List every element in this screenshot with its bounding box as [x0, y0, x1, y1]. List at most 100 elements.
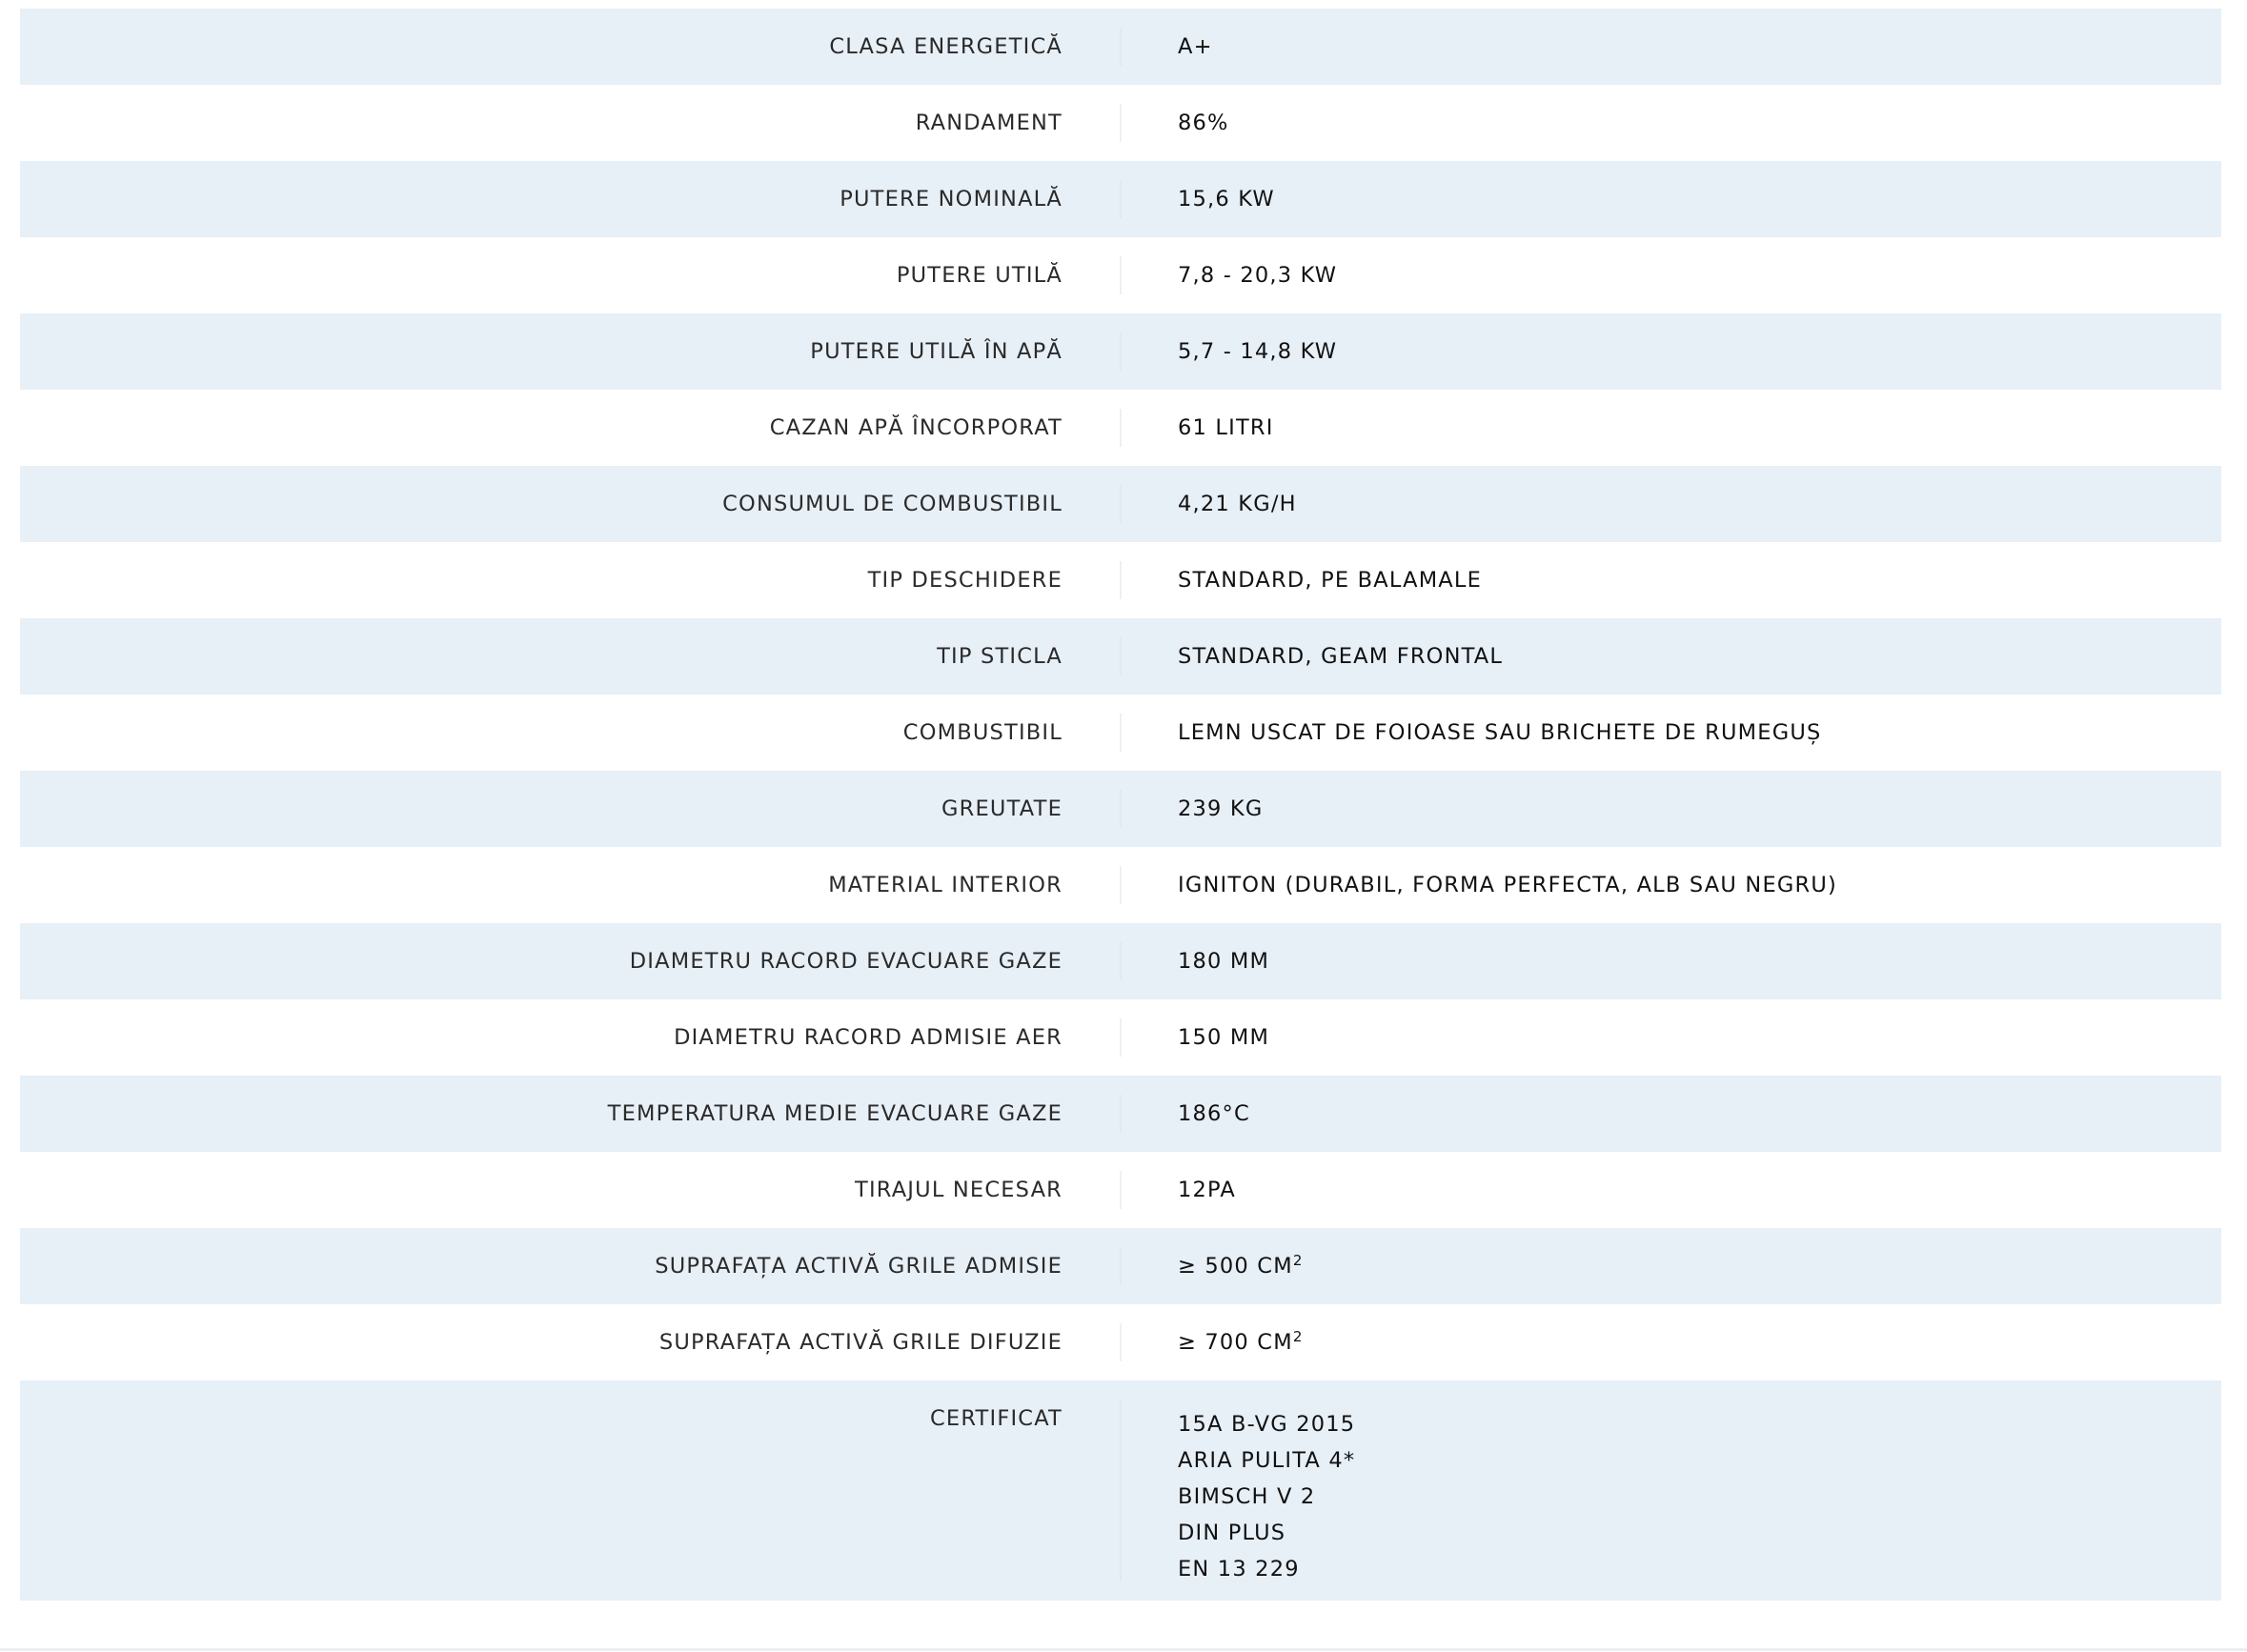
spec-value: 86% [1178, 111, 1229, 135]
certificate-item: DIN PLUS [1178, 1521, 1286, 1545]
spec-value-text: ≥ 700 CM [1178, 1330, 1293, 1355]
table-row: TIP STICLA STANDARD, GEAM FRONTAL [20, 618, 2221, 695]
certificate-item: EN 13 229 [1178, 1557, 1300, 1581]
column-divider [1120, 1400, 1122, 1581]
spec-value: 186°C [1178, 1101, 1250, 1126]
spec-label: CAZAN APĂ ÎNCORPORAT [769, 415, 1063, 440]
column-divider [1120, 28, 1122, 66]
spec-label: TEMPERATURA MEDIE EVACUARE GAZE [607, 1101, 1063, 1126]
spec-value-text: 180 MM [1178, 949, 1270, 974]
column-divider [1120, 790, 1122, 828]
specifications-table: CLASA ENERGETICĂ A+ RANDAMENT 86% PUTERE N… [20, 9, 2221, 1601]
table-row: TIRAJUL NECESAR 12PA [20, 1152, 2221, 1228]
spec-value-text: 86% [1178, 111, 1229, 135]
spec-value: ≥ 700 CM2 [1178, 1328, 1304, 1356]
spec-label: MATERIAL INTERIOR [828, 873, 1063, 897]
spec-value-text: STANDARD, GEAM FRONTAL [1178, 644, 1504, 669]
column-divider [1120, 714, 1122, 752]
column-divider [1120, 942, 1122, 980]
column-divider [1120, 1095, 1122, 1133]
table-row: TEMPERATURA MEDIE EVACUARE GAZE 186°C [20, 1076, 2221, 1152]
spec-label: DIAMETRU RACORD EVACUARE GAZE [629, 949, 1063, 974]
table-row: DIAMETRU RACORD ADMISIE AER 150 MM [20, 999, 2221, 1076]
spec-value-text: ≥ 500 CM [1178, 1254, 1293, 1279]
column-divider [1120, 485, 1122, 523]
spec-value: 12PA [1178, 1178, 1236, 1202]
spec-value: 180 MM [1178, 949, 1269, 974]
spec-label: PUTERE NOMINALĂ [840, 187, 1063, 212]
spec-label: CLASA ENERGETICĂ [829, 34, 1063, 59]
certificate-item: 15A B-VG 2015 [1178, 1412, 1356, 1437]
column-divider [1120, 1247, 1122, 1285]
spec-label: SUPRAFAȚA ACTIVĂ GRILE DIFUZIE [658, 1330, 1063, 1355]
column-divider [1120, 180, 1122, 218]
spec-value-text: 239 KG [1178, 796, 1264, 821]
spec-value: 7,8 - 20,3 KW [1178, 263, 1337, 288]
spec-value-text: STANDARD, PE BALAMALE [1178, 568, 1483, 593]
spec-value: ≥ 500 CM2 [1178, 1254, 1304, 1279]
spec-value: 150 MM [1178, 1025, 1269, 1050]
spec-value-text: 186°C [1178, 1101, 1250, 1126]
spec-value-list: 15A B-VG 2015 ARIA PULITA 4* BIMSCH V 2 DIN… [1178, 1406, 1355, 1587]
spec-label: SUPRAFAȚA ACTIVĂ GRILE ADMISIE [655, 1254, 1063, 1279]
superscript: 2 [1292, 1328, 1304, 1345]
spec-value: IGNITON (DURABIL, FORMA PERFECTA, ALB SA… [1178, 873, 1837, 897]
spec-value: 5,7 - 14,8 KW [1178, 339, 1337, 364]
table-row: CAZAN APĂ ÎNCORPORAT 61 LITRI [20, 390, 2221, 466]
spec-value-text: 61 LITRI [1178, 415, 1274, 440]
spec-value-text: 15,6 KW [1178, 187, 1275, 212]
column-divider [1120, 332, 1122, 371]
spec-label: TIRAJUL NECESAR [855, 1178, 1063, 1202]
spec-label: CERTIFICAT [930, 1406, 1063, 1431]
column-divider [1120, 256, 1122, 294]
column-divider [1120, 561, 1122, 599]
spec-value: 239 KG [1178, 796, 1264, 821]
divider [0, 1648, 2247, 1651]
spec-value: 61 LITRI [1178, 415, 1274, 440]
certificate-item: ARIA PULITA 4* [1178, 1448, 1356, 1473]
spec-label: RANDAMENT [915, 111, 1063, 135]
spec-label: GREUTATE [941, 796, 1063, 821]
spec-label: PUTERE UTILĂ ÎN APĂ [810, 339, 1063, 364]
table-row: SUPRAFAȚA ACTIVĂ GRILE DIFUZIE ≥ 700 CM2 [20, 1304, 2221, 1380]
spec-label: PUTERE UTILĂ [896, 263, 1063, 288]
column-divider [1120, 104, 1122, 142]
table-row: CLASA ENERGETICĂ A+ [20, 9, 2221, 85]
table-row-certificat: CERTIFICAT 15A B-VG 2015 ARIA PULITA 4* BI… [20, 1380, 2221, 1601]
spec-value-text: IGNITON (DURABIL, FORMA PERFECTA, ALB SA… [1178, 873, 1837, 897]
spec-label: COMBUSTIBIL [902, 720, 1063, 745]
spec-label: CONSUMUL DE COMBUSTIBIL [722, 492, 1063, 516]
table-row: PUTERE UTILĂ ÎN APĂ 5,7 - 14,8 KW [20, 313, 2221, 390]
spec-value: STANDARD, GEAM FRONTAL [1178, 644, 1503, 669]
spec-value-text: LEMN USCAT DE FOIOASE SAU BRICHETE DE RU… [1178, 720, 1822, 745]
spec-label: DIAMETRU RACORD ADMISIE AER [674, 1025, 1063, 1050]
table-row: GREUTATE 239 KG [20, 771, 2221, 847]
table-row: CONSUMUL DE COMBUSTIBIL 4,21 KG/H [20, 466, 2221, 542]
table-row: COMBUSTIBIL LEMN USCAT DE FOIOASE SAU BR… [20, 695, 2221, 771]
spec-label: TIP STICLA [937, 644, 1063, 669]
table-row: RANDAMENT 86% [20, 85, 2221, 161]
superscript: 2 [1292, 1252, 1304, 1269]
column-divider [1120, 1018, 1122, 1057]
spec-value-text: 4,21 KG/H [1178, 492, 1297, 516]
column-divider [1120, 409, 1122, 447]
spec-value-text: 7,8 - 20,3 KW [1178, 263, 1338, 288]
certificate-item: BIMSCH V 2 [1178, 1484, 1316, 1509]
column-divider [1120, 637, 1122, 675]
table-row: PUTERE NOMINALĂ 15,6 KW [20, 161, 2221, 237]
table-row: DIAMETRU RACORD EVACUARE GAZE 180 MM [20, 923, 2221, 999]
table-row: PUTERE UTILĂ 7,8 - 20,3 KW [20, 237, 2221, 313]
spec-value-text: 150 MM [1178, 1025, 1270, 1050]
column-divider [1120, 1323, 1122, 1361]
table-row: SUPRAFAȚA ACTIVĂ GRILE ADMISIE ≥ 500 CM2 [20, 1228, 2221, 1304]
spec-value: 15,6 KW [1178, 187, 1275, 212]
table-row: TIP DESCHIDERE STANDARD, PE BALAMALE [20, 542, 2221, 618]
spec-value: STANDARD, PE BALAMALE [1178, 568, 1482, 593]
spec-value-text: A+ [1178, 34, 1213, 59]
spec-value-text: 12PA [1178, 1178, 1236, 1202]
table-row: MATERIAL INTERIOR IGNITON (DURABIL, FORM… [20, 847, 2221, 923]
spec-label: TIP DESCHIDERE [867, 568, 1063, 593]
spec-value: LEMN USCAT DE FOIOASE SAU BRICHETE DE RU… [1178, 720, 1821, 745]
spec-value: A+ [1178, 34, 1213, 59]
spec-value-text: 5,7 - 14,8 KW [1178, 339, 1338, 364]
